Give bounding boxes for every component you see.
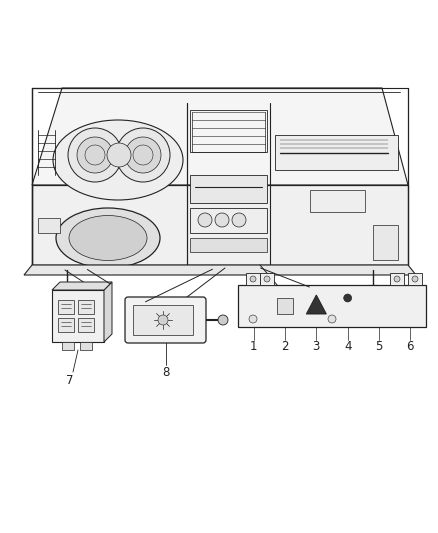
Text: 6: 6: [406, 341, 414, 353]
Polygon shape: [306, 295, 326, 314]
Polygon shape: [52, 290, 104, 342]
Circle shape: [77, 137, 113, 173]
Bar: [277, 298, 293, 314]
Circle shape: [328, 315, 336, 323]
Bar: [190, 238, 267, 252]
Bar: [38, 218, 60, 233]
Bar: [246, 273, 260, 285]
Bar: [238, 285, 426, 327]
Ellipse shape: [56, 208, 160, 268]
Bar: [390, 273, 404, 285]
Text: 1: 1: [250, 341, 258, 353]
Circle shape: [158, 315, 168, 325]
Bar: [275, 135, 398, 170]
Circle shape: [264, 276, 270, 282]
Bar: [190, 175, 267, 203]
Polygon shape: [32, 88, 408, 185]
Ellipse shape: [69, 215, 147, 261]
Circle shape: [249, 315, 257, 323]
Polygon shape: [24, 265, 416, 275]
Bar: [310, 190, 365, 212]
Polygon shape: [52, 282, 112, 290]
Bar: [78, 300, 94, 314]
Circle shape: [232, 213, 246, 227]
Text: 3: 3: [313, 341, 320, 353]
Polygon shape: [32, 185, 408, 265]
Text: 5: 5: [375, 341, 383, 353]
Circle shape: [344, 294, 352, 302]
Ellipse shape: [53, 120, 183, 200]
Circle shape: [394, 276, 400, 282]
Bar: [260, 273, 274, 285]
Bar: [133, 305, 193, 335]
Bar: [190, 208, 267, 233]
Circle shape: [215, 213, 229, 227]
Circle shape: [125, 137, 161, 173]
Bar: [190, 110, 267, 152]
Circle shape: [250, 276, 256, 282]
Polygon shape: [104, 282, 112, 342]
Text: 8: 8: [162, 366, 169, 378]
Text: 7: 7: [66, 374, 74, 386]
Bar: [58, 300, 74, 314]
Text: 2: 2: [281, 341, 289, 353]
Bar: [58, 318, 74, 332]
Bar: [78, 318, 94, 332]
Circle shape: [68, 128, 122, 182]
Circle shape: [412, 276, 418, 282]
Bar: [373, 225, 398, 260]
Bar: [408, 273, 422, 285]
Circle shape: [107, 143, 131, 167]
Circle shape: [198, 213, 212, 227]
Bar: [80, 342, 92, 350]
Circle shape: [218, 315, 228, 325]
Bar: [62, 342, 74, 350]
Circle shape: [116, 128, 170, 182]
FancyBboxPatch shape: [125, 297, 206, 343]
Text: 4: 4: [344, 341, 351, 353]
